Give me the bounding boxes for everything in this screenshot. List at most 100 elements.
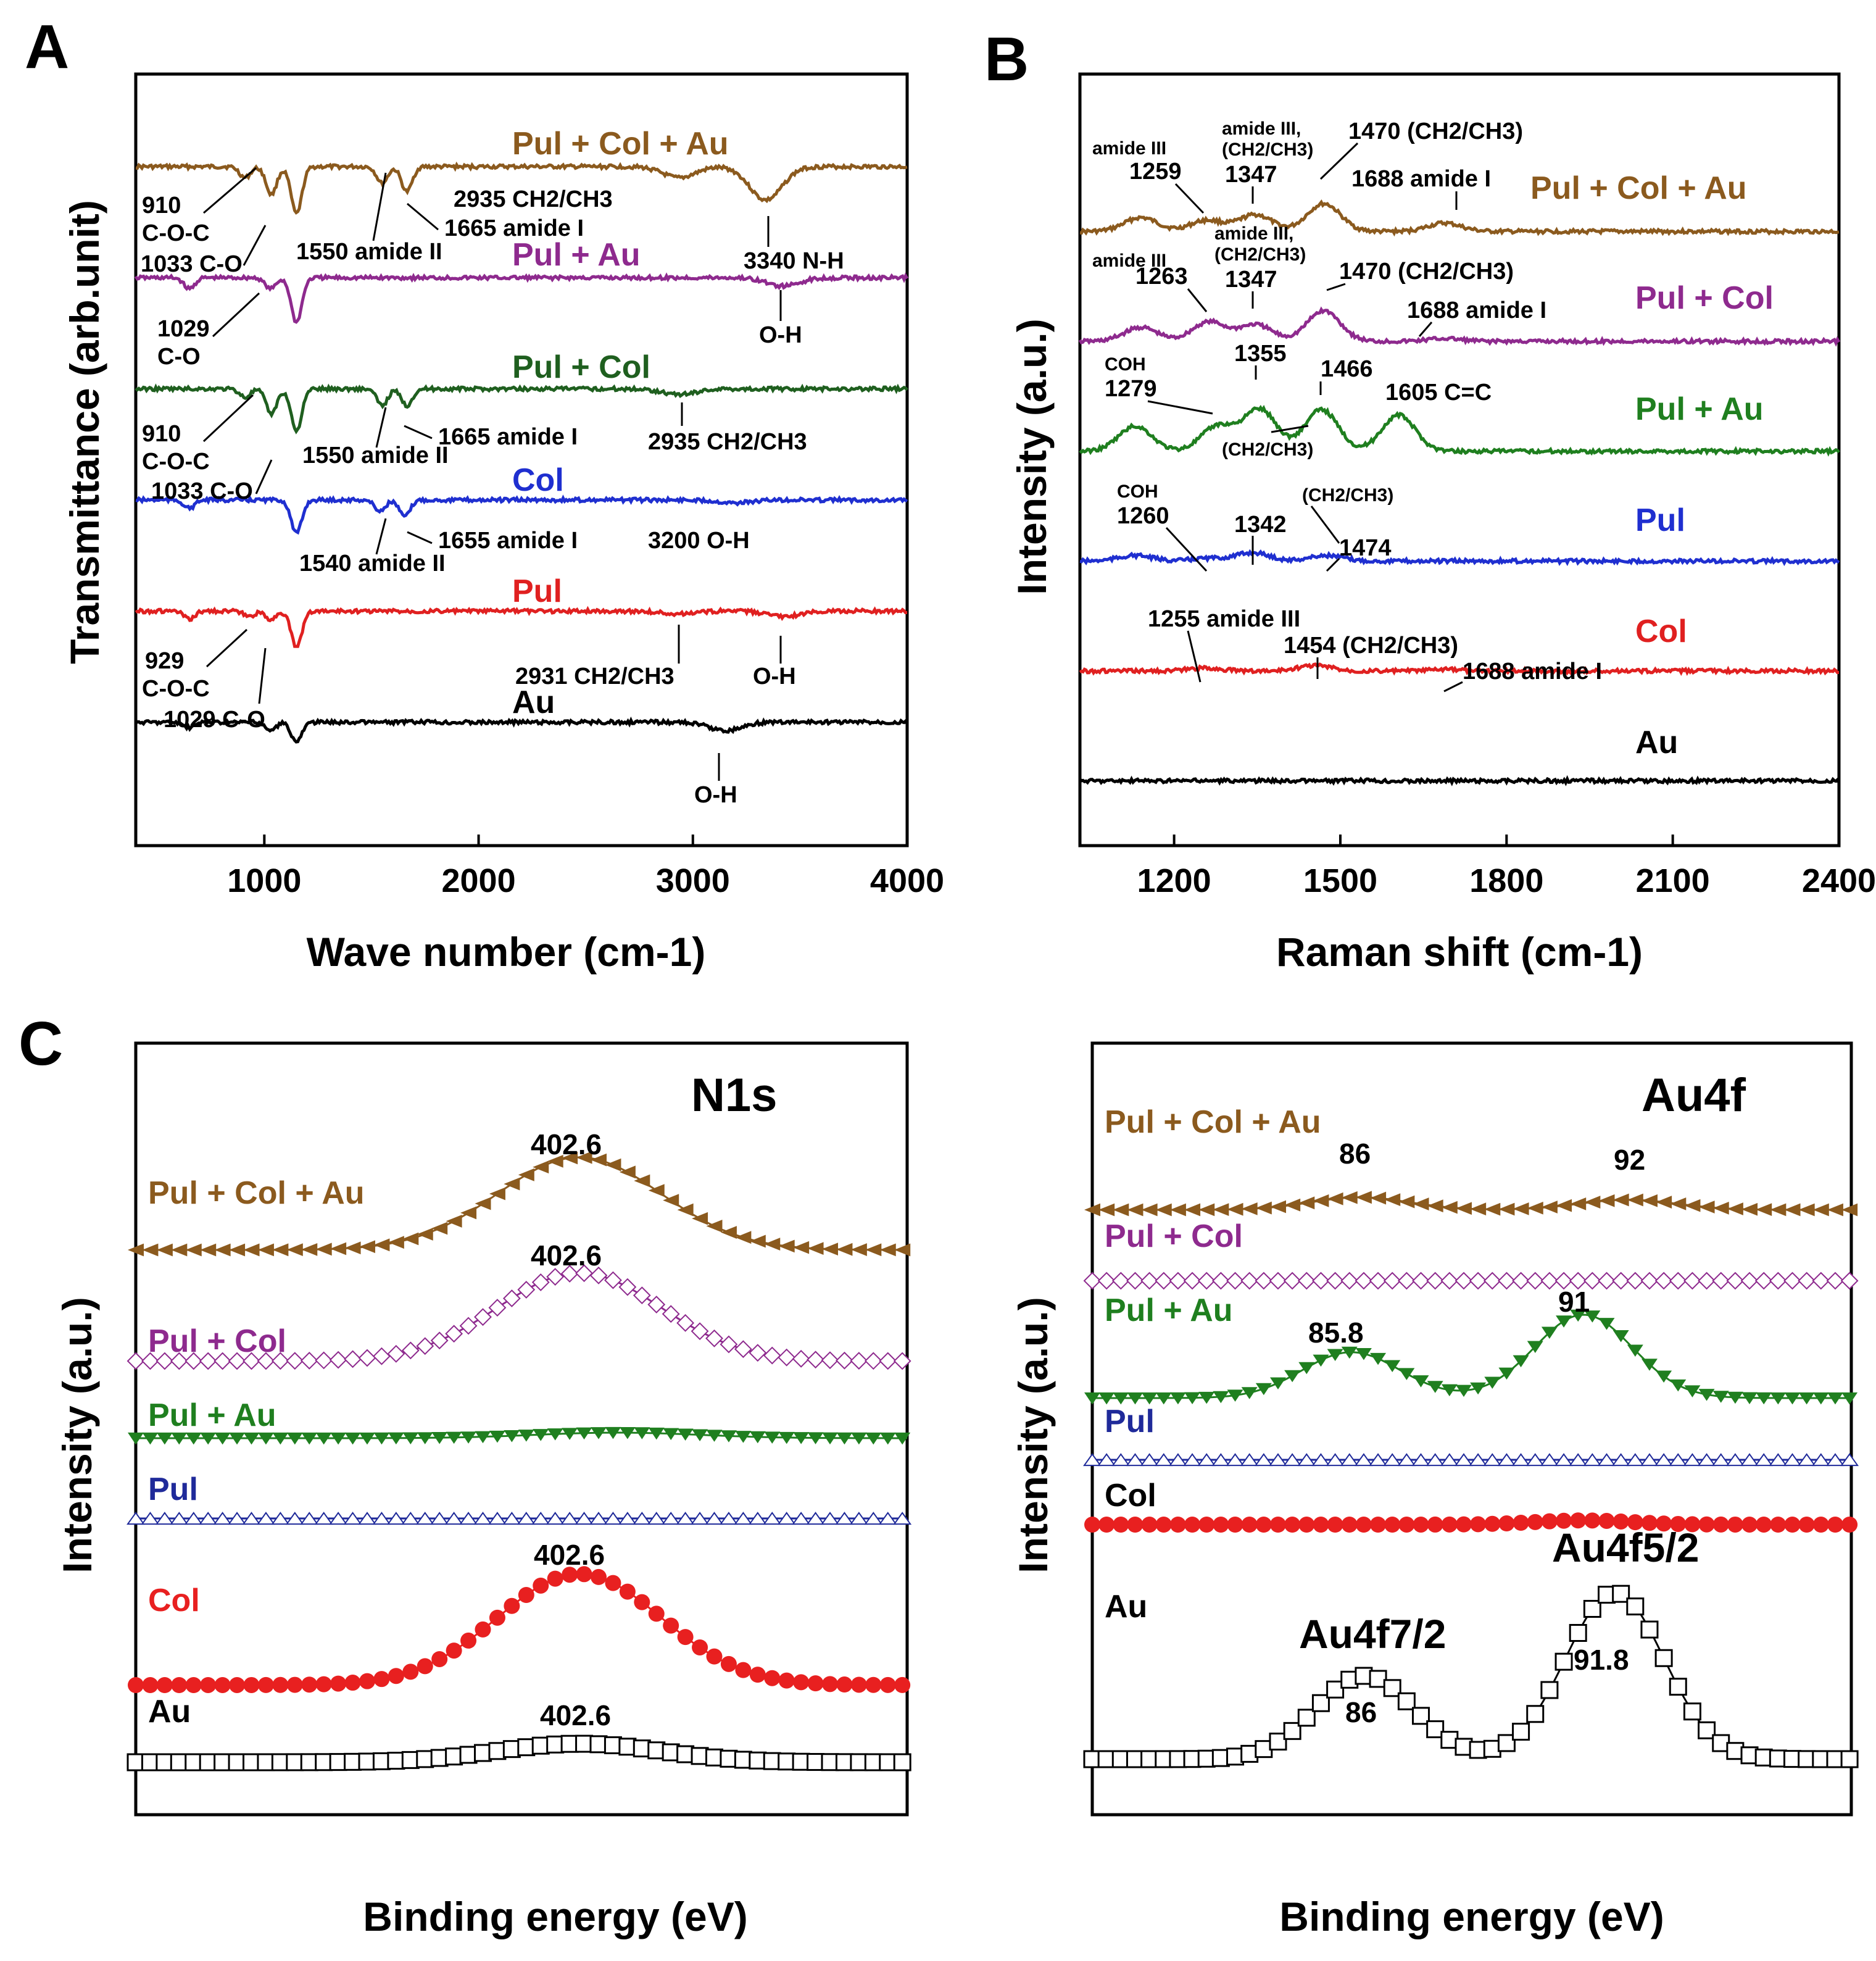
c2-label-col: Col: [1105, 1478, 1156, 1513]
xps-marker: [1783, 1453, 1802, 1467]
xps-marker: [576, 1427, 592, 1440]
xps-marker: [1441, 1201, 1458, 1214]
xps-marker: [1770, 1392, 1787, 1405]
b-ann: 1279: [1105, 376, 1157, 402]
c1-peak-label: 402.6: [540, 1699, 611, 1731]
xps-marker: [734, 1512, 753, 1525]
b-label-pul-au: Pul + Au: [1635, 391, 1764, 427]
xps-marker: [1213, 1391, 1229, 1404]
xps-marker: [1426, 1453, 1445, 1467]
a-ann: 1029: [157, 316, 210, 342]
xps-marker: [1656, 1370, 1672, 1383]
xps-marker: [388, 1236, 404, 1249]
xps-marker: [373, 1347, 391, 1365]
c2-peak-label: 92: [1614, 1144, 1645, 1176]
xps-marker: [1641, 1359, 1658, 1371]
xps-marker: [749, 1344, 767, 1362]
series-line-col: [135, 494, 908, 535]
xps-marker: [1784, 1516, 1801, 1533]
xps-marker: [1827, 1203, 1843, 1217]
series-line-pul: [135, 606, 907, 648]
x-tick-label: 3000: [656, 862, 730, 899]
xps-marker: [330, 1242, 347, 1255]
xps-marker: [1812, 1203, 1829, 1217]
xps-marker: [1727, 1391, 1743, 1404]
xps-marker: [417, 1432, 433, 1444]
b-ann: 1342: [1234, 512, 1287, 538]
xps-marker: [764, 1670, 781, 1686]
xps-marker: [1626, 1597, 1645, 1616]
xps-marker: [1313, 1354, 1329, 1367]
xps-marker: [229, 1676, 246, 1693]
xps-marker: [228, 1512, 247, 1525]
series-line-col: [1079, 662, 1839, 677]
xps-marker: [1741, 1392, 1758, 1404]
xps-marker: [359, 1673, 375, 1689]
b-label-au: Au: [1635, 725, 1678, 760]
xps-marker: [677, 1629, 694, 1646]
xps-marker: [127, 1512, 145, 1525]
xps-marker: [430, 1749, 449, 1767]
xps-marker: [504, 1430, 520, 1443]
b-ann: 1355: [1234, 341, 1287, 367]
xps-marker: [531, 1273, 550, 1291]
xps-marker: [560, 1265, 579, 1283]
xps-marker: [778, 1239, 795, 1253]
xps-marker: [1598, 1194, 1615, 1207]
xps-marker: [243, 1432, 260, 1445]
xps-marker: [734, 1340, 752, 1359]
xps-marker: [531, 1512, 550, 1525]
b-ann: 1688 amide I: [1407, 298, 1546, 323]
xps-marker: [1570, 1309, 1587, 1322]
xps-marker: [864, 1352, 882, 1370]
b-ann: 1470 (CH2/CH3): [1339, 259, 1514, 285]
xps-marker: [1297, 1272, 1316, 1290]
xps-marker: [1370, 1352, 1387, 1365]
series-line-pulcol: [135, 383, 908, 435]
xps-marker: [517, 1512, 536, 1525]
xps-marker: [836, 1676, 853, 1693]
xps-marker: [518, 1168, 534, 1181]
xps-marker: [199, 1352, 217, 1370]
b-ann: 1259: [1129, 159, 1182, 185]
x-tick-label: 1800: [1469, 862, 1543, 899]
xps-marker: [156, 1243, 173, 1257]
panel-b-y-axis-title: Intensity (a.u.): [1009, 319, 1055, 594]
panel-b: B 1200 1500 1800 2100 2400 Raman shift (cm-1…: [984, 25, 1876, 975]
xps-marker: [387, 1752, 405, 1770]
xps-marker: [591, 1427, 607, 1439]
xps-marker: [489, 1187, 505, 1201]
xps-marker: [1756, 1203, 1772, 1217]
xps-marker: [1168, 1453, 1187, 1467]
a-ann: O-H: [694, 782, 737, 808]
a-ann: 1665 amide I: [438, 424, 578, 450]
xps-marker: [1326, 1272, 1345, 1290]
xps-marker: [1698, 1516, 1715, 1533]
xps-marker: [229, 1243, 246, 1257]
xps-marker: [141, 1352, 159, 1370]
series-line-au: [1079, 775, 1841, 786]
xps-marker: [1670, 1197, 1687, 1210]
xps-marker: [575, 1734, 594, 1753]
xps-marker: [446, 1431, 462, 1444]
xps-marker: [1140, 1272, 1159, 1290]
c1-label-pul-col-au: Pul + Col + Au: [148, 1175, 365, 1211]
xps-marker: [474, 1308, 492, 1326]
xps-marker: [185, 1432, 202, 1445]
xps-marker: [589, 1735, 608, 1754]
xps-marker: [171, 1243, 188, 1257]
panel-c2-x-axis-title: Binding energy (eV): [1279, 1894, 1664, 1939]
xps-marker: [1240, 1453, 1259, 1467]
xps-marker: [1097, 1272, 1116, 1290]
b-ann: amide III,: [1214, 223, 1293, 244]
xps-marker: [1527, 1513, 1543, 1530]
xps-marker: [1654, 1272, 1673, 1290]
xps-marker: [663, 1428, 679, 1441]
xps-marker: [128, 1243, 144, 1257]
xps-marker: [850, 1243, 867, 1256]
xps-marker: [475, 1621, 491, 1638]
xps-marker: [836, 1351, 853, 1370]
a-ann: 910: [142, 421, 181, 447]
xps-marker: [1725, 1453, 1745, 1467]
xps-marker: [647, 1512, 666, 1525]
